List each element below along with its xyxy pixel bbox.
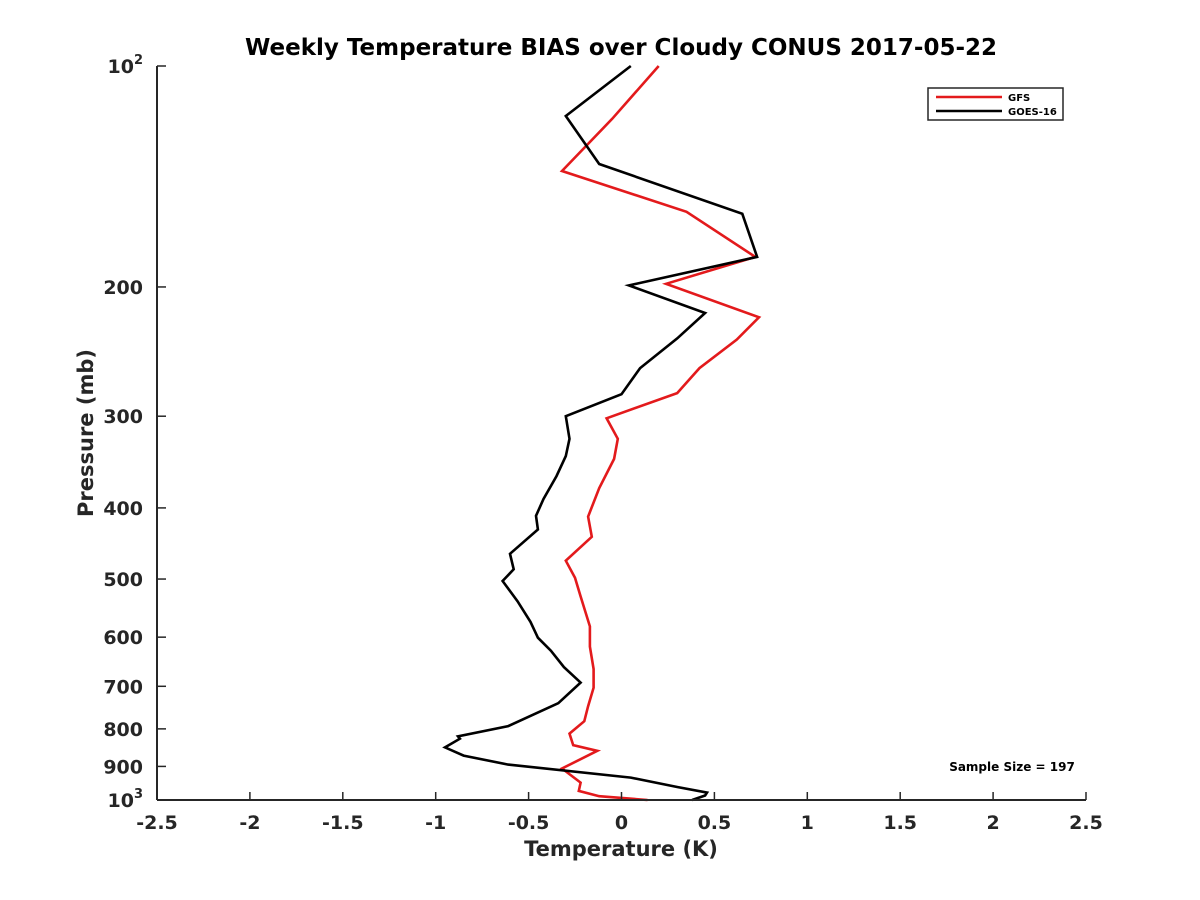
y-axis-label: Pressure (mb) bbox=[74, 349, 98, 517]
legend-label: GFS bbox=[1008, 93, 1030, 104]
y-tick-exponent: 2 bbox=[134, 53, 143, 68]
y-tick-label: 500 bbox=[103, 569, 143, 591]
x-axis-label: Temperature (K) bbox=[524, 837, 718, 861]
series-line-goes-16 bbox=[442, 64, 759, 802]
y-tick-label: 600 bbox=[103, 627, 143, 649]
legend-box bbox=[927, 87, 1064, 121]
y-tick-label: 102 bbox=[108, 53, 144, 78]
y-tick-label: 900 bbox=[103, 756, 143, 778]
y-tick-exponent: 3 bbox=[134, 787, 143, 802]
x-tick-label: -0.5 bbox=[508, 812, 550, 834]
x-tick-label: 1.5 bbox=[883, 812, 917, 834]
chart-title: Weekly Temperature BIAS over Cloudy CONU… bbox=[245, 35, 997, 61]
y-tick-label: 800 bbox=[103, 719, 143, 741]
x-tick-label: 2.5 bbox=[1069, 812, 1103, 834]
y-tick-label: 200 bbox=[103, 277, 143, 299]
x-tick-label: 2 bbox=[986, 812, 999, 834]
legend-label: GOES-16 bbox=[1008, 107, 1057, 118]
x-tick-label: 0.5 bbox=[698, 812, 732, 834]
sample-size-annotation: Sample Size = 197 bbox=[949, 760, 1075, 774]
series-line-gfs bbox=[559, 65, 762, 802]
x-tick-label: 1 bbox=[801, 812, 814, 834]
x-tick-label: -2 bbox=[239, 812, 260, 834]
plot-area bbox=[442, 64, 762, 802]
y-tick-base: 10 bbox=[108, 790, 134, 812]
legend: GFS GOES-16 bbox=[927, 87, 1064, 121]
x-tick-label: 0 bbox=[615, 812, 628, 834]
y-tick-label: 300 bbox=[103, 406, 143, 428]
y-tick-label: 103 bbox=[108, 787, 144, 812]
y-tick-label: 700 bbox=[103, 676, 143, 698]
x-tick-label: -2.5 bbox=[136, 812, 178, 834]
y-tick-label: 400 bbox=[103, 498, 143, 520]
x-tick-label: -1 bbox=[425, 812, 446, 834]
y-tick-base: 10 bbox=[108, 56, 134, 78]
x-tick-label: -1.5 bbox=[322, 812, 364, 834]
x-axis-ticks: -2.5 -2 -1.5 -1 -0.5 0 0.5 1 1.5 2 2.5 bbox=[136, 792, 1103, 834]
